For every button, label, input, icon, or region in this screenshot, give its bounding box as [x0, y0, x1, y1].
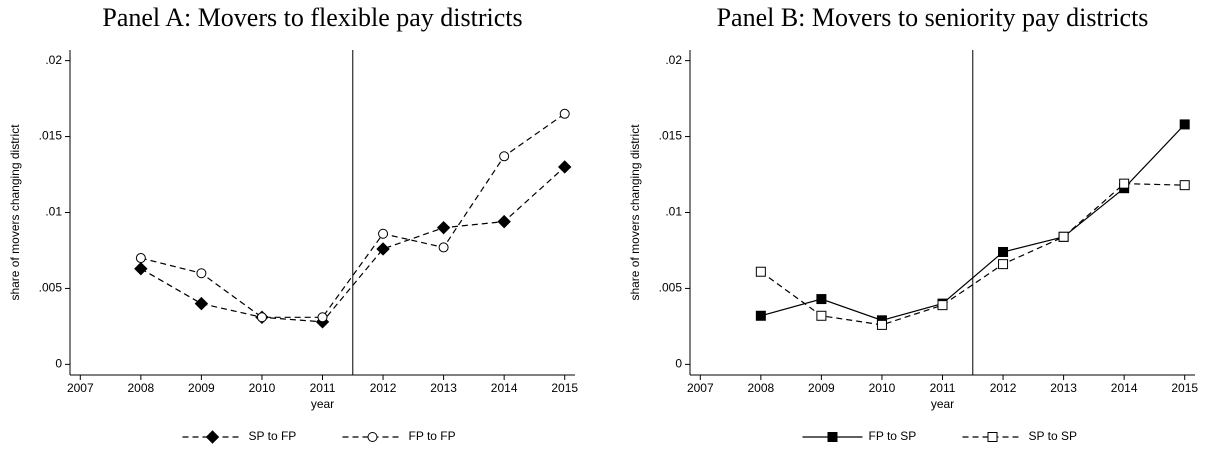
marker: [998, 246, 1009, 257]
x-tick-label: 2012: [370, 381, 397, 395]
x-tick-label: 2012: [990, 381, 1017, 395]
marker: [559, 108, 570, 119]
marker: [755, 310, 766, 321]
marker: [998, 259, 1009, 270]
x-tick-label: 2007: [687, 381, 714, 395]
panel-title: Panel B: Movers to seniority pay distric…: [717, 3, 1149, 32]
legend-label: FP to SP: [869, 429, 917, 443]
marker: [816, 310, 827, 321]
marker: [816, 294, 827, 305]
marker: [378, 228, 389, 239]
y-tick-label: 0: [55, 357, 62, 371]
x-tick-label: 2010: [249, 381, 276, 395]
y-tick-label: .02: [665, 53, 682, 67]
x-tick-label: 2014: [1111, 381, 1138, 395]
marker: [497, 214, 511, 229]
marker: [557, 160, 572, 174]
x-tick-label: 2011: [310, 381, 336, 395]
x-tick-label: 2011: [930, 381, 956, 395]
marker: [755, 266, 766, 277]
marker: [317, 312, 328, 323]
y-tick-label: .01: [45, 205, 62, 219]
y-tick-label: .01: [665, 205, 682, 219]
marker: [1058, 231, 1069, 242]
series-line: [760, 124, 1186, 321]
y-tick-label: .005: [39, 281, 63, 295]
legend-label: SP to FP: [249, 429, 297, 443]
legend-label: FP to FP: [409, 429, 456, 443]
x-tick-label: 2015: [1171, 381, 1198, 395]
x-tick-label: 2007: [67, 381, 94, 395]
legend-label: SP to SP: [1029, 429, 1077, 443]
marker: [1119, 178, 1130, 189]
marker: [134, 261, 148, 276]
marker: [876, 319, 887, 330]
legend-marker: [367, 432, 378, 442]
y-tick-label: .02: [45, 53, 62, 67]
marker: [256, 312, 267, 323]
x-tick-label: 2010: [869, 381, 896, 395]
marker: [135, 253, 146, 264]
x-tick-label: 2008: [747, 381, 774, 395]
x-axis-label: year: [311, 397, 334, 411]
marker: [196, 268, 207, 279]
x-tick-label: 2013: [1050, 381, 1077, 395]
marker: [376, 242, 390, 256]
x-tick-label: 2008: [127, 381, 154, 395]
y-tick-label: .005: [659, 281, 683, 295]
marker: [438, 242, 449, 253]
y-tick-label: 0: [675, 357, 682, 371]
marker: [499, 151, 510, 162]
y-tick-label: .015: [659, 129, 683, 143]
x-axis-label: year: [931, 397, 954, 411]
marker: [436, 220, 451, 235]
marker: [1179, 119, 1190, 130]
x-tick-label: 2009: [808, 381, 835, 395]
marker: [937, 300, 948, 311]
marker: [194, 296, 209, 311]
series-line: [140, 113, 566, 318]
y-tick-label: .015: [39, 129, 63, 143]
series-line: [760, 183, 1185, 326]
y-axis-label: share of movers changing district: [8, 124, 22, 301]
x-tick-label: 2015: [551, 381, 578, 395]
x-tick-label: 2014: [491, 381, 518, 395]
x-tick-label: 2013: [430, 381, 457, 395]
x-tick-label: 2009: [188, 381, 215, 395]
series-line: [140, 166, 566, 323]
legend-marker: [205, 430, 220, 444]
panel-title: Panel A: Movers to flexible pay district…: [102, 3, 522, 32]
legend-marker: [987, 432, 998, 442]
y-axis-label: share of movers changing district: [628, 124, 642, 301]
legend-marker: [827, 432, 838, 442]
marker: [1179, 180, 1190, 191]
